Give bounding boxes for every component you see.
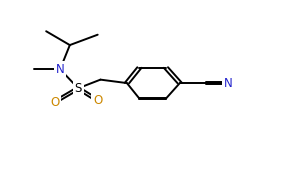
Text: O: O <box>50 96 59 109</box>
Text: N: N <box>224 76 233 90</box>
Text: S: S <box>75 82 82 95</box>
Text: N: N <box>56 63 64 76</box>
Text: O: O <box>93 94 102 107</box>
